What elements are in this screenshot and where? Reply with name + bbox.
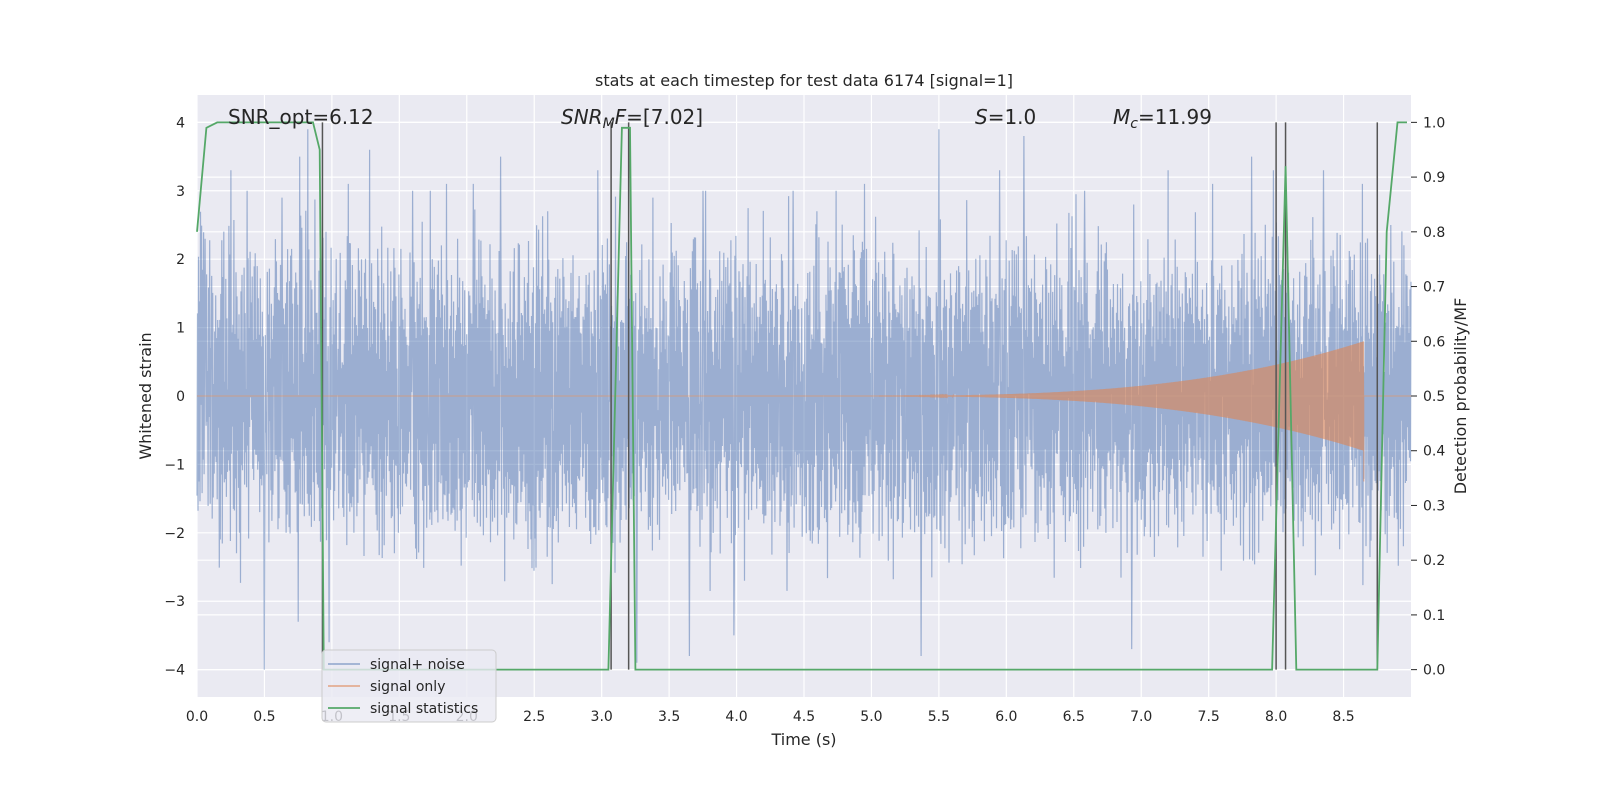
y-axis-ticks: 4 3 2 1 0 −1 −2 −3 −4 <box>164 115 185 678</box>
y-right-tick-label: 1.0 <box>1423 115 1445 131</box>
y-right-tick-label: 0.0 <box>1423 663 1445 679</box>
y-right-tick-label: 0.7 <box>1423 280 1445 296</box>
signal-statistics-line <box>196 121 1407 671</box>
mc-sub: c <box>1130 116 1138 132</box>
snr-mf-sub: M <box>603 116 615 132</box>
y-tick-label: 0 <box>176 389 185 405</box>
legend-label-signal-noise: signal+ noise <box>370 657 465 673</box>
legend-box <box>321 649 497 723</box>
series-signal-statistics <box>196 121 1407 671</box>
y-tick-label: −2 <box>164 526 185 542</box>
y-right-axis-ticks: 1.0 0.9 0.8 0.7 0.6 0.5 0.4 0.3 0.2 0.1 0.0 <box>1411 115 1445 679</box>
y-tick-label: 1 <box>176 321 185 337</box>
x-tick-label: 0.5 <box>253 709 275 725</box>
x-tick-label: 7.5 <box>1198 709 1220 725</box>
x-tick-label: 8.0 <box>1265 709 1287 725</box>
y-right-tick-label: 0.8 <box>1423 225 1445 241</box>
y-axis-label: Whitened strain <box>136 332 155 459</box>
x-tick-label: 4.5 <box>793 709 815 725</box>
x-tick-label: 8.5 <box>1332 709 1354 725</box>
series-signal-only <box>197 341 1411 482</box>
y-right-tick-label: 0.2 <box>1423 553 1445 569</box>
x-tick-label: 6.5 <box>1063 709 1085 725</box>
y-right-tick-label: 0.3 <box>1423 498 1445 514</box>
y-right-tick-label: 0.9 <box>1423 170 1445 186</box>
x-axis-label: Time (s) <box>770 730 836 749</box>
mc-letter: M <box>1113 105 1130 129</box>
y-tick-label: −3 <box>164 594 185 610</box>
mc-value: =11.99 <box>1138 105 1212 129</box>
y-right-tick-label: 0.6 <box>1423 334 1445 350</box>
x-tick-label: 2.5 <box>523 709 545 725</box>
x-tick-label: 5.5 <box>928 709 950 725</box>
x-tick-label: 6.0 <box>995 709 1017 725</box>
annotation-mc: Mc=11.99 <box>1113 105 1212 132</box>
y-right-tick-label: 0.1 <box>1423 608 1445 624</box>
s-letter: S <box>975 105 988 129</box>
y-right-tick-label: 0.4 <box>1423 444 1445 460</box>
annotation-snr-mf: SNRMF=[7.02] <box>561 105 703 132</box>
y-right-tick-label: 0.5 <box>1423 389 1445 405</box>
chart-title: stats at each timestep for test data 617… <box>595 71 1013 90</box>
signal-only-line <box>197 341 1411 482</box>
series-signal-noise <box>196 129 1412 670</box>
y-right-axis-label: Detection probability/MF <box>1451 298 1470 495</box>
y-tick-label: 2 <box>176 252 185 268</box>
legend: signal+ noise signal only signal statist… <box>321 649 497 723</box>
s-value: =1.0 <box>988 105 1037 129</box>
legend-label-signal-statistics: signal statistics <box>370 701 478 717</box>
signal-noise-line <box>196 129 1412 670</box>
x-tick-label: 3.5 <box>658 709 680 725</box>
y-tick-label: 3 <box>176 184 185 200</box>
y-tick-label: −1 <box>164 457 185 473</box>
x-tick-label: 5.0 <box>860 709 882 725</box>
y-tick-label: −4 <box>164 663 185 679</box>
x-tick-label: 0.0 <box>186 709 208 725</box>
snr-mf-value: =[7.02] <box>626 105 703 129</box>
snr-mf-suffix-i: F <box>615 105 627 129</box>
annotation-snr-opt: SNR_opt=6.12 <box>228 105 374 129</box>
y-tick-label: 4 <box>176 115 185 131</box>
x-tick-label: 3.0 <box>591 709 613 725</box>
annotation-s: S=1.0 <box>975 105 1036 129</box>
snr-mf-prefix: SNR <box>561 105 603 129</box>
x-tick-label: 7.0 <box>1130 709 1152 725</box>
legend-label-signal-only: signal only <box>370 679 445 695</box>
x-tick-label: 4.0 <box>725 709 747 725</box>
